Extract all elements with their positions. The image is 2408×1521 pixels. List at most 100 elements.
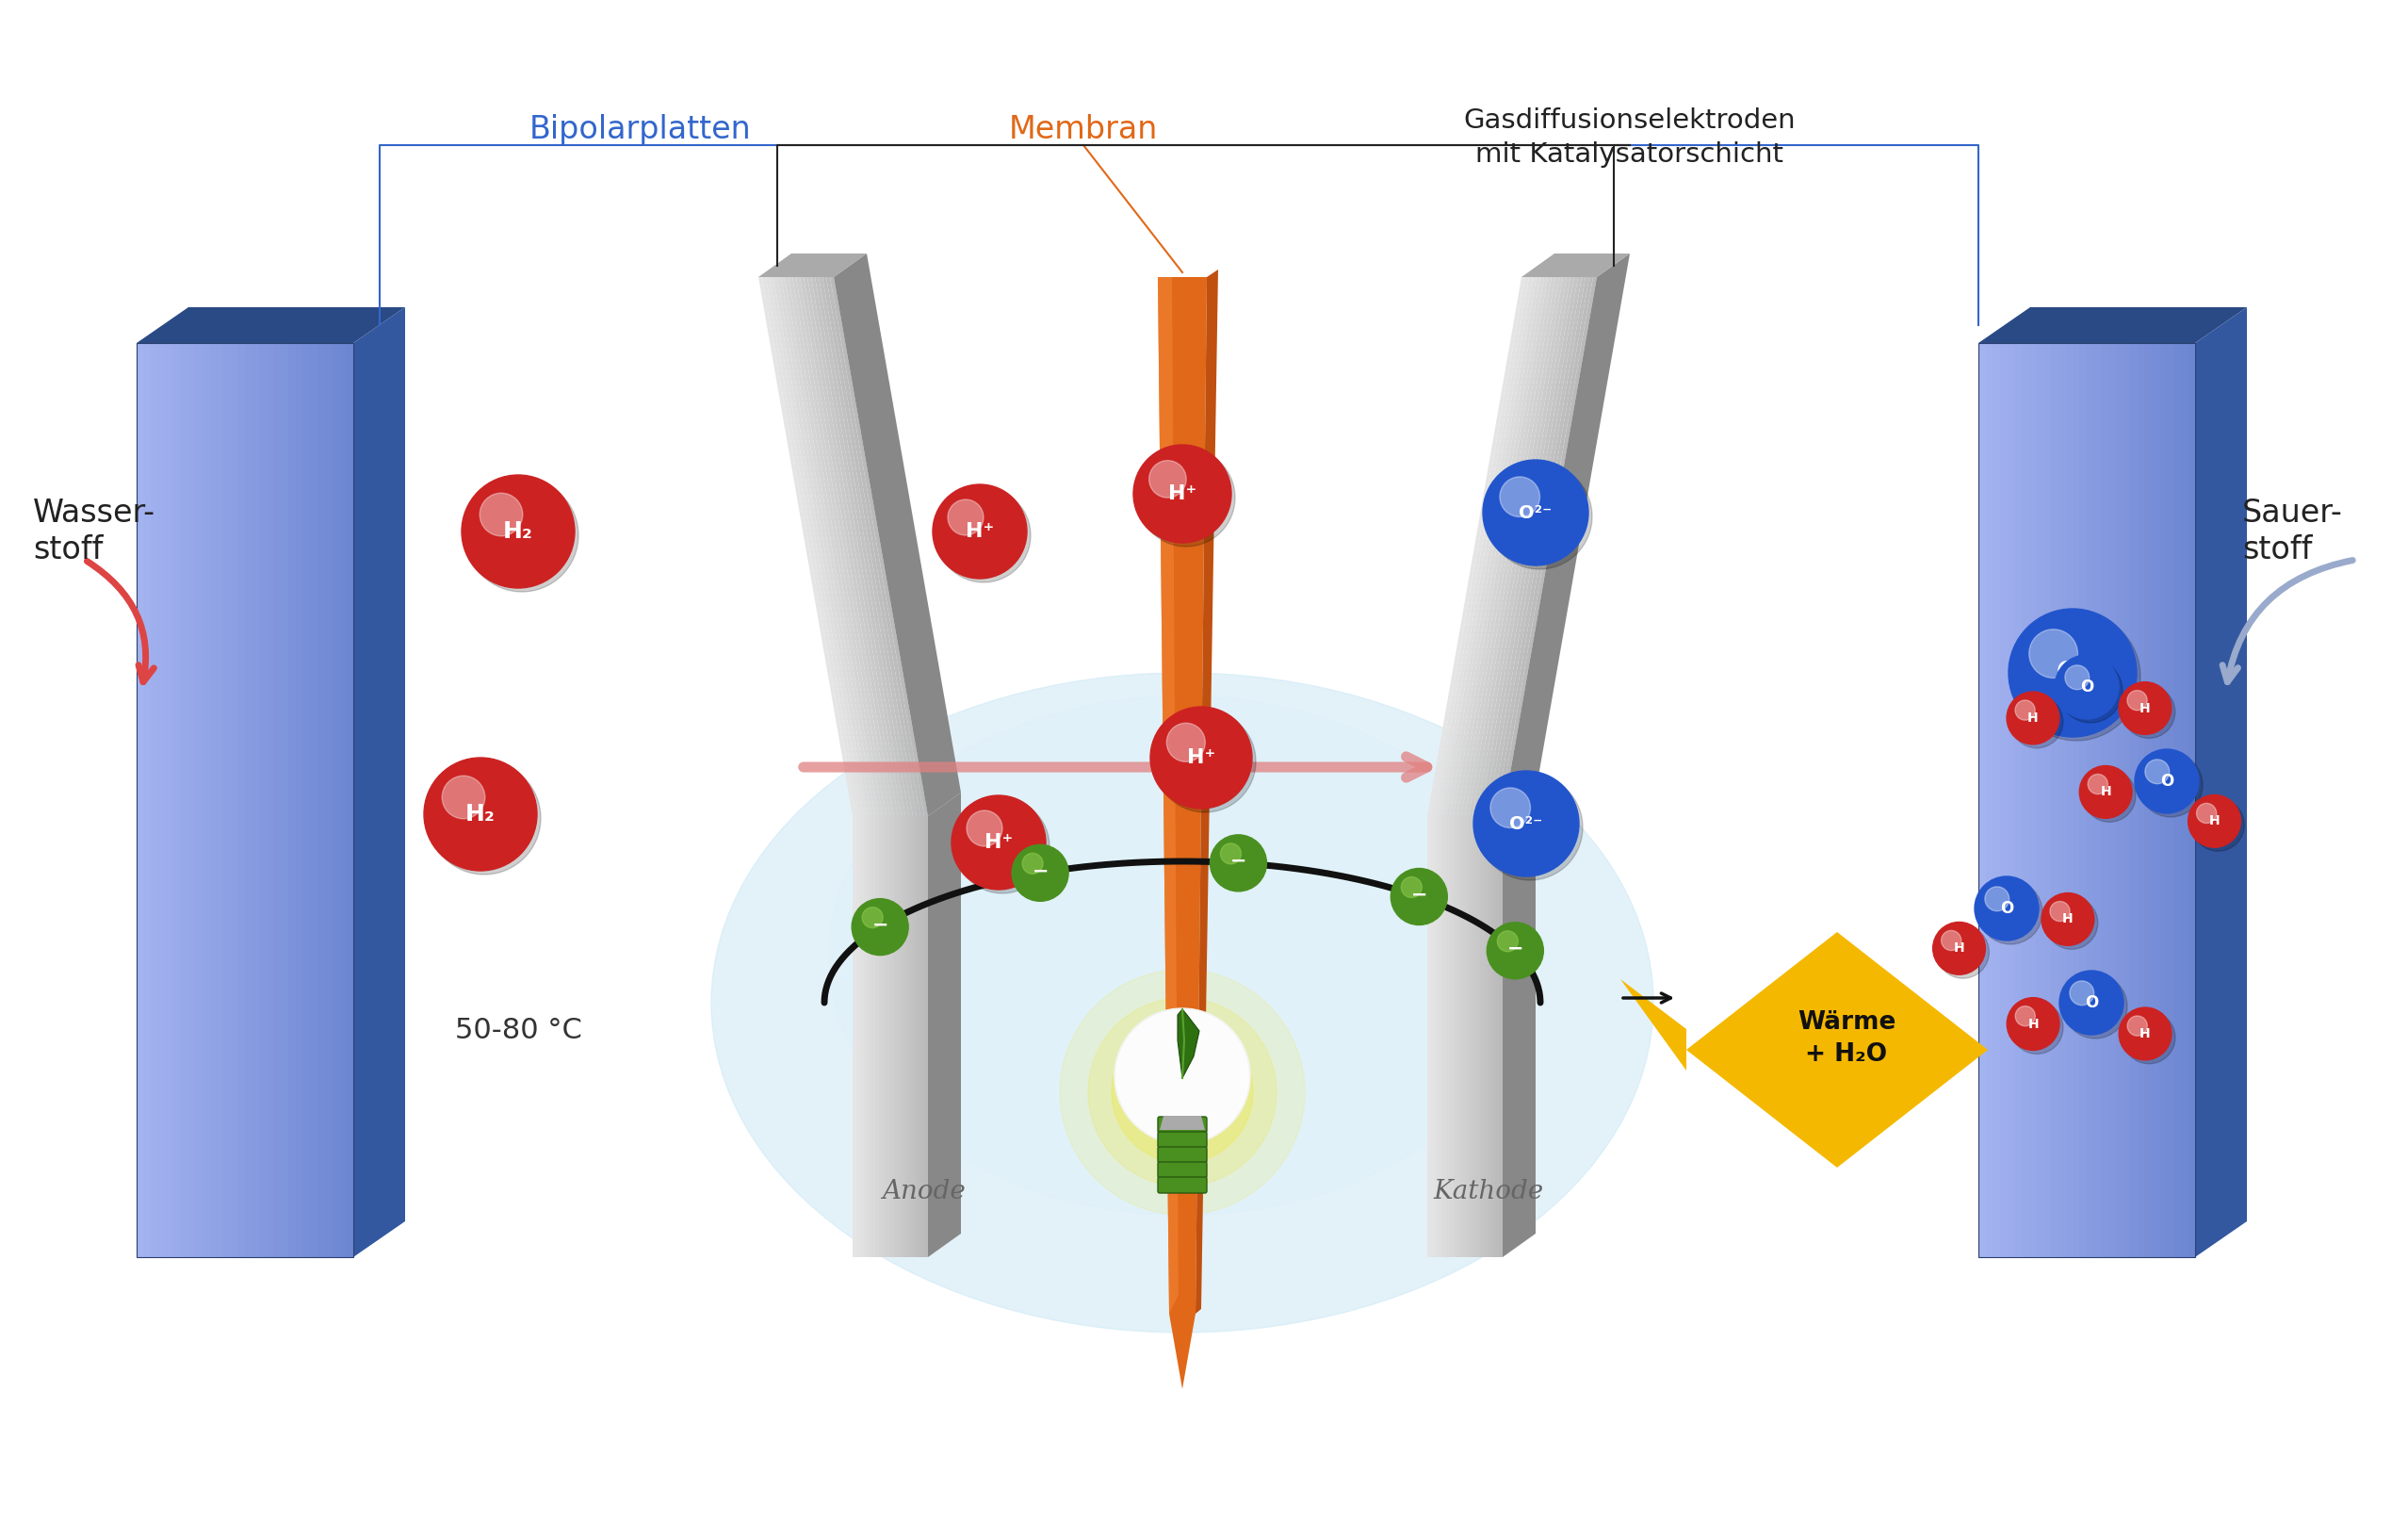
FancyBboxPatch shape [1158,1116,1206,1133]
Polygon shape [1979,344,1987,1258]
Polygon shape [1474,277,1570,817]
Polygon shape [1428,817,1430,1258]
Polygon shape [238,344,246,1258]
Circle shape [1115,1008,1250,1144]
Ellipse shape [710,672,1654,1332]
Polygon shape [2052,344,2059,1258]
Polygon shape [785,277,884,817]
Circle shape [1134,444,1230,543]
Text: H₂: H₂ [503,520,532,543]
Polygon shape [1474,817,1476,1258]
Polygon shape [2037,344,2044,1258]
Polygon shape [787,277,886,817]
Circle shape [2015,1005,2035,1027]
Polygon shape [340,344,347,1258]
Polygon shape [826,277,925,817]
Circle shape [2008,608,2136,738]
Circle shape [1474,771,1580,876]
Polygon shape [2030,344,2037,1258]
Polygon shape [833,254,961,817]
Circle shape [2119,1007,2172,1060]
Text: H⁺: H⁺ [985,834,1014,852]
Polygon shape [202,344,209,1258]
Circle shape [2196,803,2215,823]
Polygon shape [874,817,879,1258]
Circle shape [1498,931,1517,952]
Polygon shape [1438,817,1442,1258]
Polygon shape [217,344,224,1258]
Circle shape [2059,970,2124,1034]
Polygon shape [325,344,332,1258]
Polygon shape [917,817,920,1258]
Polygon shape [920,817,925,1258]
Polygon shape [1454,817,1457,1258]
Polygon shape [2044,344,2052,1258]
Circle shape [1486,922,1544,980]
Polygon shape [152,344,159,1258]
Polygon shape [1483,277,1582,817]
Polygon shape [1686,932,1989,1168]
Polygon shape [166,344,173,1258]
Polygon shape [1483,817,1488,1258]
Polygon shape [1621,980,1686,1071]
Circle shape [2146,759,2170,783]
Polygon shape [2001,344,2008,1258]
Polygon shape [852,817,857,1258]
Polygon shape [2117,344,2124,1258]
Polygon shape [814,277,913,817]
Polygon shape [1435,277,1534,817]
Polygon shape [886,817,891,1258]
Circle shape [1941,931,1960,951]
Polygon shape [1447,817,1450,1258]
Circle shape [1088,998,1276,1186]
Polygon shape [872,817,874,1258]
Polygon shape [898,817,901,1258]
Polygon shape [792,277,891,817]
Polygon shape [137,307,405,344]
Circle shape [1934,922,1984,975]
Polygon shape [159,344,166,1258]
Polygon shape [1442,277,1541,817]
Polygon shape [2196,307,2247,1258]
Polygon shape [2081,344,2088,1258]
Circle shape [1117,1010,1247,1142]
Polygon shape [819,277,917,817]
Polygon shape [1430,817,1435,1258]
Text: Gasdiffusionselektroden
mit Katalysatorschicht: Gasdiffusionselektroden mit Katalysators… [1464,108,1796,167]
Ellipse shape [828,697,1536,1215]
Text: H: H [1953,941,1965,955]
Polygon shape [1491,277,1589,817]
Polygon shape [1442,817,1447,1258]
Circle shape [2011,1001,2064,1054]
Text: O: O [2001,900,2013,917]
Polygon shape [1481,817,1483,1258]
Circle shape [1153,710,1257,812]
Polygon shape [1476,277,1575,817]
Polygon shape [773,277,872,817]
Polygon shape [879,817,884,1258]
Polygon shape [224,344,231,1258]
Circle shape [951,795,1045,890]
Circle shape [2189,795,2239,847]
Text: H⁺: H⁺ [1187,748,1216,767]
Circle shape [2119,681,2172,735]
Circle shape [2191,799,2244,852]
Polygon shape [1447,277,1544,817]
Text: Bipolarplatten: Bipolarplatten [530,114,751,144]
Circle shape [1023,853,1043,875]
Polygon shape [195,344,202,1258]
Polygon shape [797,277,893,817]
Polygon shape [2059,344,2066,1258]
Polygon shape [925,817,927,1258]
Polygon shape [780,277,879,817]
Circle shape [2124,1011,2174,1063]
Polygon shape [332,344,340,1258]
Circle shape [429,762,542,875]
Circle shape [956,799,1050,893]
Circle shape [852,899,908,955]
FancyBboxPatch shape [1158,1132,1206,1148]
Polygon shape [2182,344,2189,1258]
Circle shape [1979,881,2042,945]
Polygon shape [2109,344,2117,1258]
Polygon shape [289,344,296,1258]
